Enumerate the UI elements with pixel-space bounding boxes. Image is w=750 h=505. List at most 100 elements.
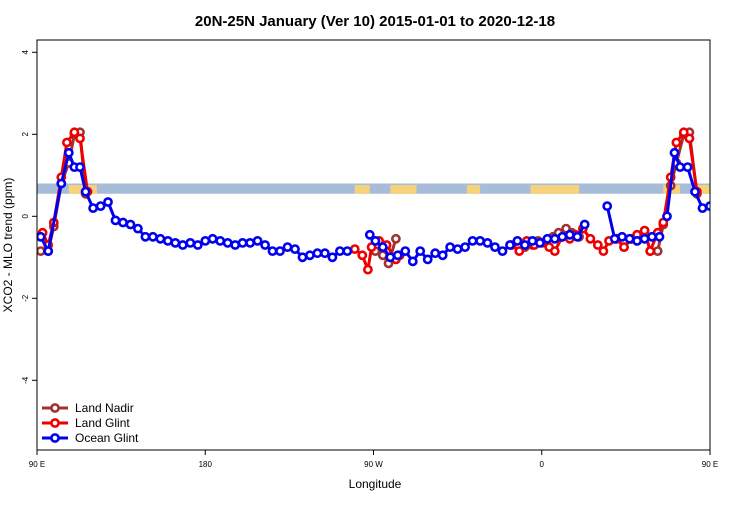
data-point (639, 225, 650, 236)
data-point (482, 237, 493, 248)
data-point (125, 219, 136, 230)
data-point (669, 147, 680, 158)
data-point (549, 233, 560, 244)
y-tick-label: 0 (21, 214, 30, 219)
x-tick-label: 90 W (364, 460, 383, 469)
data-point (564, 229, 575, 240)
data-point (69, 127, 80, 138)
data-point (147, 231, 158, 242)
data-point (118, 217, 128, 228)
data-point (37, 231, 46, 242)
data-point (675, 162, 685, 172)
data-point (62, 137, 72, 148)
chart-title: 20N-25N January (Ver 10) 2015-01-01 to 2… (195, 13, 555, 30)
legend-label: Land Nadir (75, 401, 134, 415)
data-point (222, 237, 233, 248)
data-point (162, 235, 173, 246)
data-point (377, 242, 388, 252)
data-point (579, 219, 590, 230)
data-point (192, 240, 203, 250)
data-point (619, 242, 629, 252)
plot-series (37, 127, 743, 275)
data-point (598, 246, 609, 256)
data-point (445, 242, 455, 252)
data-point (275, 246, 285, 256)
data-point (527, 235, 538, 246)
series-land-glint (37, 127, 702, 275)
data-point (645, 246, 656, 256)
data-point (697, 203, 708, 213)
data-point (88, 203, 98, 213)
x-tick-label: 90 E (702, 460, 718, 469)
data-point (327, 252, 338, 263)
y-tick-label: 2 (21, 132, 30, 137)
data-point (460, 242, 470, 252)
data-point (56, 178, 67, 189)
legend-marker (50, 433, 60, 443)
data-point (75, 162, 85, 172)
x-tick-label: 180 (199, 460, 213, 469)
land-band (354, 185, 370, 194)
data-point (362, 264, 373, 275)
data-point (290, 244, 300, 254)
x-tick-label: 0 (540, 460, 545, 469)
data-point (245, 237, 255, 248)
x-axis-label: Longitude (349, 477, 402, 491)
data-point (215, 235, 226, 246)
data-point (63, 147, 74, 158)
data-point (684, 133, 695, 144)
legend-marker (50, 418, 60, 428)
data-point (407, 256, 418, 267)
data-point (639, 233, 650, 244)
data-point (572, 231, 583, 242)
data-point (422, 254, 433, 265)
data-point (390, 233, 401, 244)
data-point (705, 201, 710, 211)
data-point (678, 127, 689, 138)
data-point (617, 231, 627, 242)
data-point (671, 137, 682, 148)
data-point (237, 237, 248, 248)
data-point (132, 223, 143, 234)
y-tick-label: -4 (21, 376, 30, 384)
y-tick-label: -2 (21, 294, 30, 302)
data-point (282, 242, 293, 252)
data-point (400, 246, 411, 256)
data-point (624, 233, 635, 244)
data-point (497, 246, 508, 256)
data-point (505, 240, 515, 250)
data-point (632, 235, 642, 246)
legend-label: Ocean Glint (75, 431, 139, 445)
data-point (549, 246, 560, 256)
data-point (437, 250, 448, 261)
data-point (736, 221, 743, 228)
data-point (177, 240, 188, 250)
data-point (609, 233, 620, 244)
legend-item: Ocean Glint (42, 431, 139, 445)
land-sea-strip (37, 183, 710, 194)
data-point (185, 237, 196, 248)
data-point (110, 215, 121, 226)
data-point (520, 240, 530, 250)
data-point (729, 219, 736, 226)
ocean-band (37, 183, 710, 194)
data-point (267, 246, 278, 256)
data-point (490, 242, 500, 252)
data-point (297, 252, 308, 263)
data-point (602, 201, 613, 211)
data-point (467, 235, 478, 246)
data-point (364, 229, 375, 240)
data-point (690, 186, 700, 197)
legend-marker (50, 403, 60, 413)
data-point (592, 240, 603, 250)
data-point (43, 246, 54, 256)
data-point (170, 237, 181, 248)
data-point (475, 235, 485, 246)
data-point (385, 252, 396, 263)
data-point (370, 235, 381, 246)
y-axis-label: XCO2 - MLO trend (ppm) (1, 178, 15, 313)
data-point (652, 246, 663, 256)
